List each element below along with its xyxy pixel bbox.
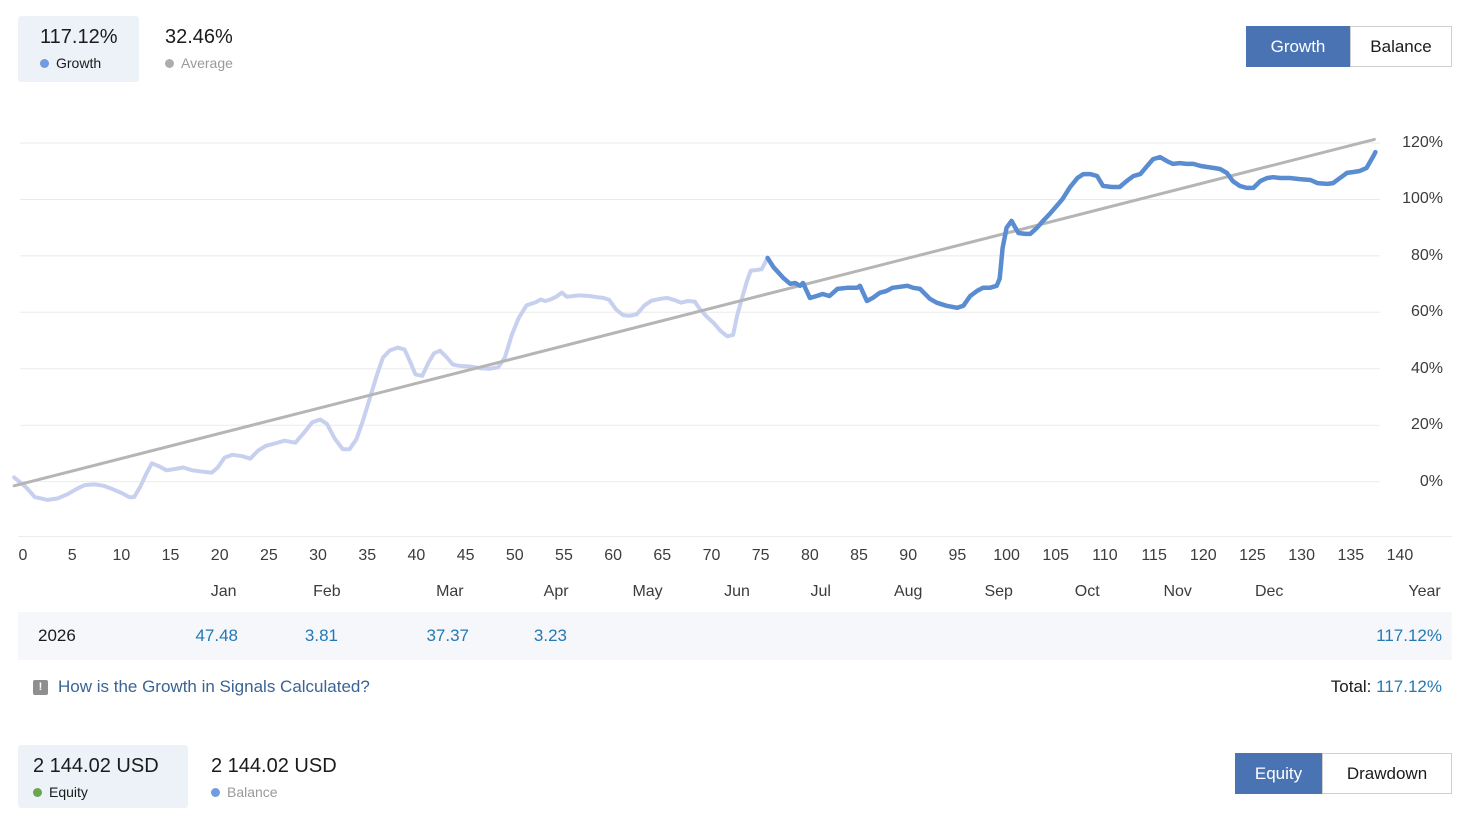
y-axis-label: 0%	[1419, 472, 1443, 490]
x-axis-tick-label: 60	[604, 547, 623, 564]
average-trend-line	[12, 137, 1376, 488]
balance-stat-label: Balance	[227, 784, 278, 800]
x-axis-month-label: May	[632, 583, 663, 600]
growth-history-line	[12, 255, 770, 502]
year-growth-row: 2026 47.48 3.81 37.37 3.23 117.12%	[18, 612, 1452, 660]
x-axis-month-label: Jul	[810, 583, 831, 600]
average-stat-card[interactable]: 32.46% Average	[148, 16, 278, 82]
x-axis-tick-label: 110	[1092, 547, 1118, 564]
balance-stat-card[interactable]: 2 144.02 USD Balance	[210, 745, 380, 808]
x-axis-month-label: Feb	[313, 583, 341, 600]
equity-dot-icon	[33, 787, 42, 797]
growth-calculation-link[interactable]: How is the Growth in Signals Calculated?	[58, 677, 370, 696]
x-axis-tick-label: 130	[1288, 547, 1315, 564]
y-axis-label: 80%	[1410, 246, 1443, 264]
x-axis-tick-label: 15	[161, 547, 180, 564]
growth-balance-toggle: Growth Balance	[1246, 26, 1452, 67]
x-axis-month-label: Nov	[1163, 583, 1192, 600]
average-dot-icon	[165, 58, 174, 68]
y-axis-label: 120%	[1402, 134, 1443, 152]
x-axis-month-label: Jan	[210, 583, 237, 600]
y-axis-label: 40%	[1410, 359, 1443, 377]
year-label: 2026	[38, 626, 76, 645]
x-axis-tick-label: 100	[993, 547, 1020, 564]
x-axis-tick-label: 20	[210, 547, 229, 564]
y-axis-label: 20%	[1410, 416, 1443, 434]
x-axis-month-label: Oct	[1074, 583, 1100, 600]
x-axis-month-label: Dec	[1254, 583, 1284, 600]
equity-drawdown-toggle: Equity Drawdown	[1235, 753, 1452, 794]
y-axis-label: 100%	[1402, 190, 1443, 208]
growth-stat-label: Growth	[56, 55, 102, 71]
growth-tab-button[interactable]: Growth	[1246, 26, 1350, 67]
y-axis-label: 60%	[1410, 303, 1443, 321]
average-stat-value: 32.46%	[165, 26, 233, 48]
x-axis-tick-label: 0	[18, 547, 28, 564]
x-axis-tick-label: 125	[1239, 547, 1266, 564]
x-axis-tick-label: 80	[800, 547, 819, 564]
x-axis-month-label: Year	[1408, 583, 1441, 600]
apr-growth-value: 3.23	[533, 626, 567, 645]
balance-stat-value: 2 144.02 USD	[211, 755, 337, 777]
x-axis-tick-label: 30	[309, 547, 327, 564]
growth-stat-value: 117.12%	[40, 26, 118, 48]
x-axis-tick-label: 135	[1337, 547, 1365, 564]
x-axis-month-label: Mar	[436, 583, 464, 600]
balance-dot-icon	[211, 787, 220, 797]
x-axis-tick-label: 40	[407, 547, 426, 564]
growth-stat-card[interactable]: 117.12% Growth	[18, 16, 139, 82]
x-axis-tick-label: 85	[850, 547, 868, 564]
equity-stat-card[interactable]: 2 144.02 USD Equity	[18, 745, 188, 808]
mar-growth-value: 37.37	[426, 626, 469, 645]
x-axis-month-label: Sep	[984, 583, 1013, 600]
x-axis-tick-label: 35	[358, 547, 377, 564]
x-axis-tick-label: 65	[653, 547, 672, 564]
x-axis-tick-label: 115	[1141, 547, 1167, 564]
total-value: 117.12%	[1376, 677, 1442, 696]
x-axis-month-label: Apr	[543, 583, 569, 600]
x-axis-tick-label: 105	[1042, 547, 1070, 564]
info-icon: !	[33, 680, 48, 695]
jan-growth-value: 47.48	[195, 626, 238, 645]
x-axis-tick-label: 90	[899, 547, 918, 564]
average-stat-label: Average	[181, 55, 233, 71]
x-axis-tick-label: 140	[1386, 547, 1414, 564]
x-axis-tick-label: 10	[112, 547, 131, 564]
x-axis-tick-label: 70	[702, 547, 721, 564]
x-axis-tick-label: 5	[67, 547, 77, 564]
total-label: Total:	[1330, 677, 1372, 696]
growth-live-line	[765, 149, 1378, 311]
x-axis-tick-label: 95	[948, 547, 967, 564]
total-row: Total: 117.12%	[1331, 677, 1442, 697]
x-axis-tick-label: 50	[505, 547, 524, 564]
balance-tab-button[interactable]: Balance	[1350, 26, 1452, 67]
year-total-value: 117.12%	[1376, 626, 1442, 645]
x-axis-tick-label: 45	[456, 547, 475, 564]
x-axis-month-label: Jun	[724, 583, 750, 600]
feb-growth-value: 3.81	[304, 626, 338, 645]
equity-stat-value: 2 144.02 USD	[33, 755, 159, 777]
growth-dot-icon	[40, 58, 49, 68]
x-axis-month-label: Aug	[893, 583, 923, 600]
equity-stat-label: Equity	[49, 784, 88, 800]
drawdown-tab-button[interactable]: Drawdown	[1322, 753, 1452, 794]
x-axis-tick-label: 75	[751, 547, 770, 564]
x-axis-tick-label: 25	[259, 547, 278, 564]
x-axis-baseline	[18, 536, 1452, 537]
x-axis-tick-label: 120	[1189, 547, 1217, 564]
growth-chart	[12, 137, 1380, 502]
equity-tab-button[interactable]: Equity	[1235, 753, 1322, 794]
x-axis-tick-label: 55	[555, 547, 573, 564]
